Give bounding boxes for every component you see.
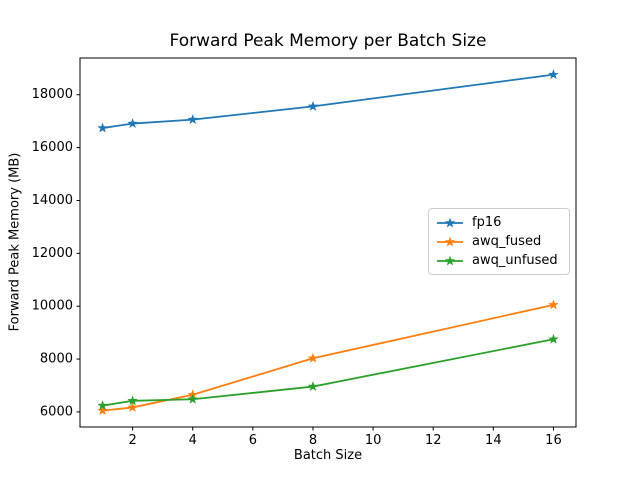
data-point-fp16 xyxy=(187,114,198,125)
axes-frame xyxy=(79,57,577,428)
awq-unfused-line-marker-icon xyxy=(437,255,463,265)
data-point-awq_fused xyxy=(307,352,319,363)
data-point-awq_unfused xyxy=(548,333,559,344)
data-point-fp16 xyxy=(307,100,319,111)
x-tick-label: 14 xyxy=(485,433,502,448)
x-tick-label: 2 xyxy=(128,433,136,448)
x-tick-label: 4 xyxy=(189,433,197,448)
series-line-fp16 xyxy=(101,73,555,129)
y-tick-label: 6000 xyxy=(40,404,73,419)
series-line-awq_fused xyxy=(101,303,555,412)
y-axis-label: Forward Peak Memory (MB) xyxy=(7,152,23,332)
x-tick-label: 8 xyxy=(309,433,317,448)
legend-item-awq-fused: awq_fused xyxy=(436,235,562,249)
y-tick-label: 8000 xyxy=(40,352,73,367)
awq-fused-line-marker-icon xyxy=(437,236,463,246)
x-tick-label: 16 xyxy=(545,433,562,448)
data-point-awq_fused xyxy=(548,299,559,310)
x-tick-label: 12 xyxy=(425,433,442,448)
x-tick-label: 6 xyxy=(249,433,257,448)
legend-label-awq-unfused: awq_unfused xyxy=(472,253,558,268)
data-point-awq_unfused xyxy=(307,381,319,392)
data-point-awq_fused xyxy=(97,405,108,416)
data-point-awq_fused xyxy=(127,401,138,412)
fp16-line-marker-icon xyxy=(437,217,463,227)
data-point-fp16 xyxy=(548,69,559,80)
x-tick-label: 10 xyxy=(365,433,382,448)
legend-label-awq-fused: awq_fused xyxy=(472,234,542,249)
x-axis-label: Batch Size xyxy=(293,448,363,463)
legend-item-fp16: fp16 xyxy=(436,216,562,230)
legend-label-fp16: fp16 xyxy=(472,215,502,230)
data-point-awq_unfused xyxy=(97,400,108,411)
y-tick-label: 10000 xyxy=(32,299,73,314)
series-line-awq_unfused xyxy=(101,338,555,407)
data-point-fp16 xyxy=(127,118,138,128)
y-tick-label: 18000 xyxy=(32,87,73,102)
y-tick-label: 14000 xyxy=(32,193,73,208)
y-tick-label: 12000 xyxy=(32,246,73,261)
y-tick-label: 16000 xyxy=(32,140,73,155)
data-point-fp16 xyxy=(97,122,108,133)
data-point-awq_unfused xyxy=(127,395,138,406)
legend-item-awq-unfused: awq_unfused xyxy=(436,254,562,268)
data-point-awq_unfused xyxy=(187,393,198,404)
legend: fp16 awq_fused awq_unfused xyxy=(428,208,570,275)
chart-title: Forward Peak Memory per Batch Size xyxy=(169,31,487,51)
